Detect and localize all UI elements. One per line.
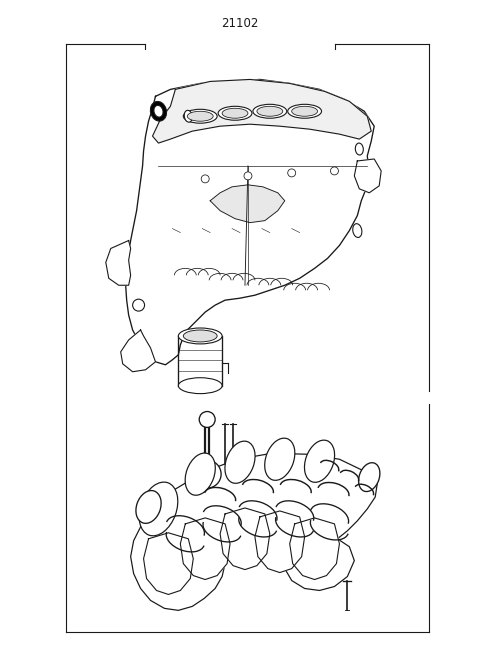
Ellipse shape [139,482,178,536]
Ellipse shape [353,223,362,237]
Circle shape [330,167,338,175]
Ellipse shape [150,101,167,121]
Ellipse shape [264,438,295,480]
Ellipse shape [154,105,163,117]
Polygon shape [131,453,377,610]
Ellipse shape [355,143,363,155]
Ellipse shape [187,111,213,121]
Ellipse shape [257,106,283,116]
Polygon shape [354,159,381,193]
Ellipse shape [359,463,380,491]
Ellipse shape [183,330,217,342]
Text: 21102: 21102 [221,17,259,30]
Circle shape [132,299,144,311]
Ellipse shape [253,104,287,118]
Ellipse shape [288,104,322,118]
Polygon shape [106,240,131,285]
Polygon shape [210,185,285,223]
Ellipse shape [179,378,222,394]
Ellipse shape [304,440,335,482]
Ellipse shape [184,110,192,122]
Ellipse shape [292,106,318,116]
Polygon shape [144,533,193,595]
Polygon shape [180,518,230,579]
Polygon shape [153,79,371,143]
Polygon shape [127,87,369,363]
Ellipse shape [179,328,222,344]
Circle shape [244,172,252,180]
Circle shape [288,169,296,177]
Polygon shape [120,330,156,372]
Circle shape [193,461,221,488]
Ellipse shape [218,106,252,120]
Polygon shape [290,518,339,579]
Ellipse shape [185,453,216,495]
Circle shape [201,175,209,183]
Ellipse shape [136,491,161,524]
Polygon shape [220,508,270,570]
Ellipse shape [222,108,248,118]
Ellipse shape [225,441,255,484]
Circle shape [199,411,215,428]
Ellipse shape [183,109,217,124]
Polygon shape [126,79,374,365]
Polygon shape [255,511,305,573]
